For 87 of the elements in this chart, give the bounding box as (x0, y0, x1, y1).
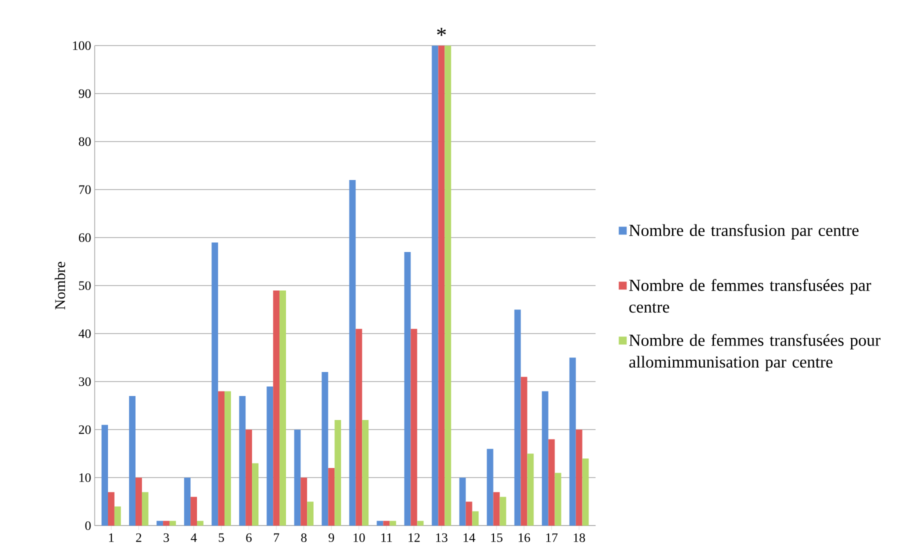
x-tick-label: 1 (109, 533, 114, 542)
bar (444, 45, 452, 526)
x-tick-label: 12 (408, 533, 420, 542)
bar (184, 477, 191, 526)
y-tick-label: 60 (78, 233, 91, 242)
x-tick-label: 11 (381, 533, 392, 542)
bar (224, 391, 231, 526)
x-tick-label: 4 (190, 533, 197, 542)
bar (500, 496, 506, 526)
bar (273, 290, 280, 526)
y-tick-label: 40 (78, 329, 91, 338)
bar (582, 458, 589, 526)
legend-label: Nombre de transfusion par centre (629, 224, 859, 240)
y-tick-label: 80 (78, 137, 91, 146)
bar (163, 520, 170, 526)
bar (349, 180, 356, 526)
bar (432, 45, 438, 526)
bar (542, 391, 548, 526)
bar (520, 376, 528, 526)
bar (252, 463, 258, 526)
y-tick-label: 90 (78, 89, 91, 98)
legend-label: Nombre de femmes transfusées pour allomimmunisation par centre (629, 334, 880, 371)
bar (472, 511, 479, 526)
x-tick-label: 13 (436, 533, 448, 542)
x-tick-label: 6 (246, 533, 252, 542)
annotation: * (437, 28, 446, 36)
bar (142, 492, 148, 526)
x-tick-label: 18 (574, 533, 585, 542)
bar (459, 477, 466, 526)
x-tick-label: 16 (518, 533, 530, 542)
y-axis-title: Nombre (54, 262, 66, 310)
y-tick-label: 50 (79, 281, 91, 290)
bar (239, 396, 246, 526)
bar (307, 501, 314, 526)
bar (383, 520, 390, 526)
bar (390, 520, 396, 526)
bar (438, 45, 445, 526)
x-tick-label: 14 (464, 533, 476, 542)
bar (486, 448, 494, 526)
bar (300, 477, 308, 526)
bar (266, 386, 274, 526)
x-tick-label: 17 (546, 533, 558, 542)
bar (493, 492, 500, 526)
bar (404, 252, 411, 526)
bar (114, 506, 121, 526)
bar (576, 429, 582, 526)
bar (554, 472, 562, 526)
y-tick-label: 0 (85, 521, 91, 530)
bar (280, 290, 286, 526)
x-tick-label: 8 (301, 533, 307, 542)
y-tick-label: 20 (78, 425, 91, 434)
bar (328, 468, 335, 526)
x-tick-label: 2 (136, 533, 142, 542)
bar (294, 429, 301, 526)
bar (218, 391, 225, 526)
bar (212, 242, 218, 526)
x-tick-label: 15 (491, 533, 502, 542)
bar (197, 520, 204, 526)
bar (108, 492, 114, 526)
y-tick-label: 100 (73, 41, 91, 50)
bar (514, 309, 521, 526)
bar (548, 439, 555, 526)
bar (136, 477, 142, 526)
y-tick-label: 30 (78, 377, 91, 386)
bar (129, 396, 136, 526)
bar (569, 357, 576, 526)
bar (246, 429, 252, 526)
bar (527, 453, 534, 526)
bar (169, 520, 176, 526)
y-tick-label: 10 (80, 473, 91, 482)
bar (322, 372, 328, 526)
x-tick-label: 5 (218, 533, 224, 542)
y-tick-label: 70 (79, 185, 91, 194)
x-tick-label: 3 (164, 533, 169, 542)
bar (190, 496, 197, 526)
x-tick-label: 9 (328, 533, 334, 542)
bar (334, 420, 342, 526)
legend-label: Nombre de femmes transfusées par centre (629, 278, 872, 313)
bar (466, 501, 472, 526)
bar (410, 328, 418, 526)
bar (417, 520, 424, 526)
x-tick-label: 7 (274, 533, 280, 542)
bar (362, 420, 369, 526)
x-tick-label: 10 (354, 533, 365, 542)
bar (102, 424, 108, 526)
bar (356, 328, 362, 526)
bar (156, 520, 164, 526)
